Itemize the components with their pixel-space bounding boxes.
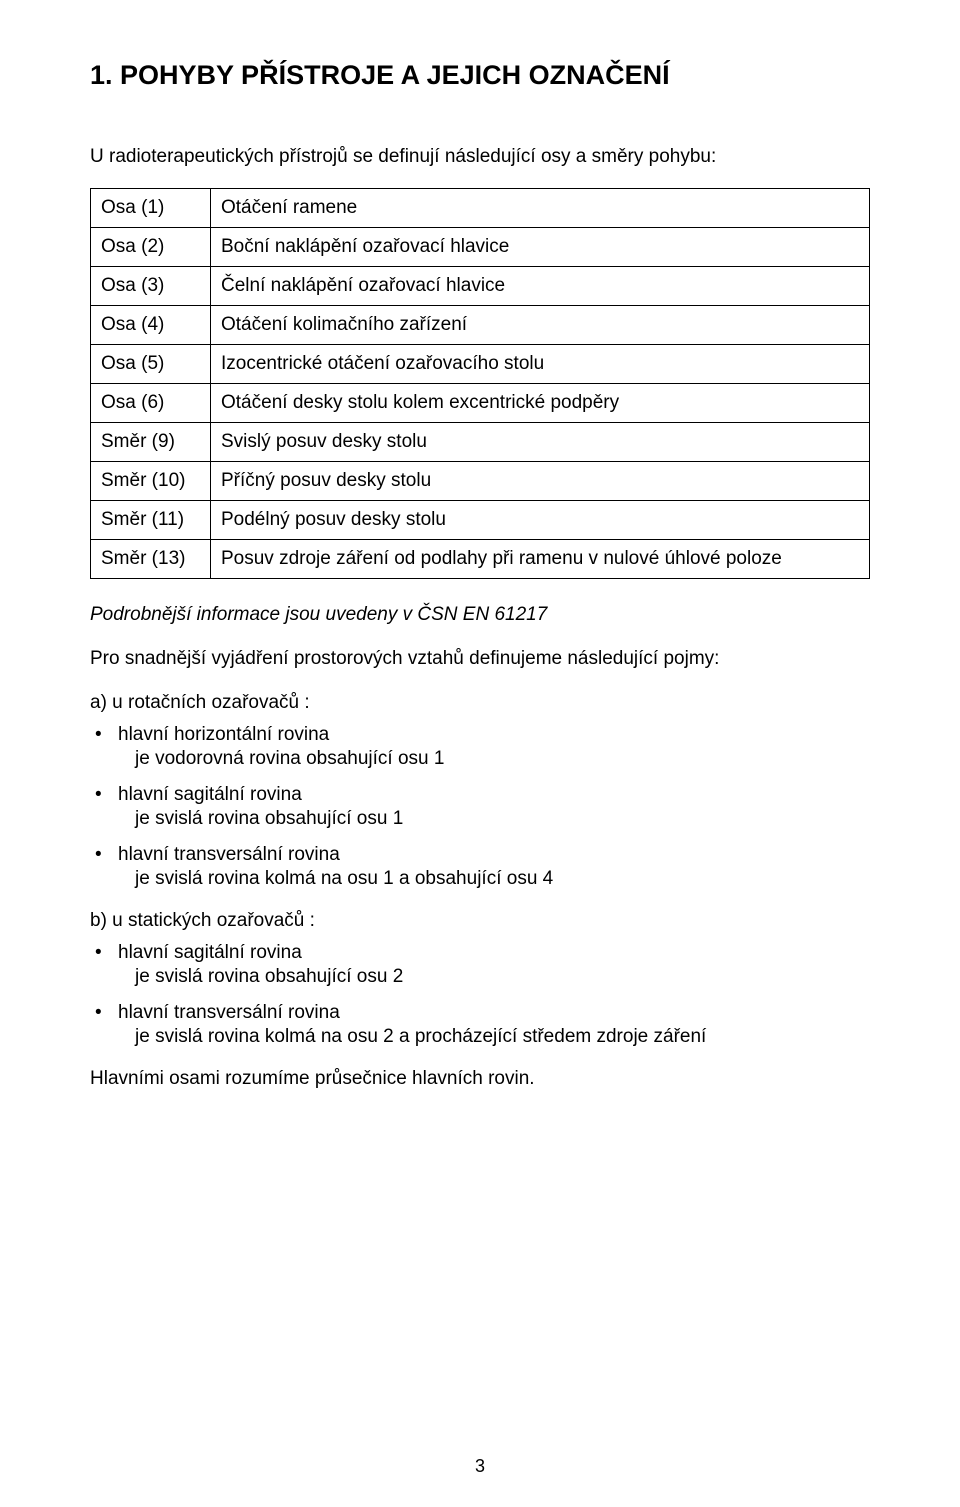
- table-row: Osa (6)Otáčení desky stolu kolem excentr…: [91, 384, 870, 423]
- table-cell-value: Izocentrické otáčení ozařovacího stolu: [211, 345, 870, 384]
- section-b-title: b) u statických ozařovačů :: [90, 910, 870, 932]
- table-row: Osa (3)Čelní naklápění ozařovací hlavice: [91, 267, 870, 306]
- list-item: hlavní sagitální rovina je svislá rovina…: [90, 942, 870, 988]
- table-cell-value: Boční naklápění ozařovací hlavice: [211, 228, 870, 267]
- section-a-title: a) u rotačních ozařovačů :: [90, 692, 870, 714]
- list-item: hlavní sagitální rovina je svislá rovina…: [90, 784, 870, 830]
- table-cell-value: Otáčení desky stolu kolem excentrické po…: [211, 384, 870, 423]
- table-cell-value: Podélný posuv desky stolu: [211, 501, 870, 540]
- page-heading: 1. POHYBY PŘÍSTROJE A JEJICH OZNAČENÍ: [90, 60, 870, 91]
- list-item-sub: je svislá rovina obsahující osu 1: [90, 808, 870, 830]
- list-item-sub: je svislá rovina kolmá na osu 2 a prochá…: [90, 1026, 870, 1048]
- list-item-main: hlavní transversální rovina: [118, 1002, 340, 1023]
- list-item: hlavní transversální rovina je svislá ro…: [90, 844, 870, 890]
- definitions-intro: Pro snadnější vyjádření prostorových vzt…: [90, 648, 870, 670]
- table-row: Osa (5)Izocentrické otáčení ozařovacího …: [91, 345, 870, 384]
- table-cell-key: Směr (11): [91, 501, 211, 540]
- table-cell-key: Směr (9): [91, 423, 211, 462]
- table-row: Směr (9)Svislý posuv desky stolu: [91, 423, 870, 462]
- table-cell-key: Směr (13): [91, 540, 211, 579]
- section-b-list: hlavní sagitální rovina je svislá rovina…: [90, 942, 870, 1048]
- section-a-list: hlavní horizontální rovina je vodorovná …: [90, 724, 870, 890]
- table-cell-key: Směr (10): [91, 462, 211, 501]
- table-cell-value: Posuv zdroje záření od podlahy při ramen…: [211, 540, 870, 579]
- page-number: 3: [475, 1456, 485, 1477]
- table-row: Osa (1)Otáčení ramene: [91, 189, 870, 228]
- table-cell-key: Osa (5): [91, 345, 211, 384]
- table-row: Směr (10)Příčný posuv desky stolu: [91, 462, 870, 501]
- list-item: hlavní transversální rovina je svislá ro…: [90, 1002, 870, 1048]
- table-row: Osa (2)Boční naklápění ozařovací hlavice: [91, 228, 870, 267]
- list-item-sub: je vodorovná rovina obsahující osu 1: [90, 748, 870, 770]
- table-cell-value: Příčný posuv desky stolu: [211, 462, 870, 501]
- table-cell-key: Osa (2): [91, 228, 211, 267]
- intro-text: U radioterapeutických přístrojů se defin…: [90, 146, 870, 168]
- table-cell-value: Čelní naklápění ozařovací hlavice: [211, 267, 870, 306]
- list-item-sub: je svislá rovina obsahující osu 2: [90, 966, 870, 988]
- list-item-main: hlavní transversální rovina: [118, 844, 340, 865]
- table-cell-key: Osa (4): [91, 306, 211, 345]
- italic-note: Podrobnější informace jsou uvedeny v ČSN…: [90, 604, 870, 626]
- list-item: hlavní horizontální rovina je vodorovná …: [90, 724, 870, 770]
- table-cell-value: Otáčení kolimačního zařízení: [211, 306, 870, 345]
- table-cell-value: Otáčení ramene: [211, 189, 870, 228]
- list-item-main: hlavní sagitální rovina: [118, 942, 302, 963]
- list-item-main: hlavní sagitální rovina: [118, 784, 302, 805]
- list-item-main: hlavní horizontální rovina: [118, 724, 329, 745]
- table-row: Směr (11)Podélný posuv desky stolu: [91, 501, 870, 540]
- table-cell-key: Osa (3): [91, 267, 211, 306]
- list-item-sub: je svislá rovina kolmá na osu 1 a obsahu…: [90, 868, 870, 890]
- table-cell-value: Svislý posuv desky stolu: [211, 423, 870, 462]
- definitions-table: Osa (1)Otáčení ramene Osa (2)Boční naklá…: [90, 188, 870, 579]
- closing-text: Hlavními osami rozumíme průsečnice hlavn…: [90, 1068, 870, 1090]
- table-row: Směr (13)Posuv zdroje záření od podlahy …: [91, 540, 870, 579]
- table-cell-key: Osa (1): [91, 189, 211, 228]
- table-cell-key: Osa (6): [91, 384, 211, 423]
- table-row: Osa (4)Otáčení kolimačního zařízení: [91, 306, 870, 345]
